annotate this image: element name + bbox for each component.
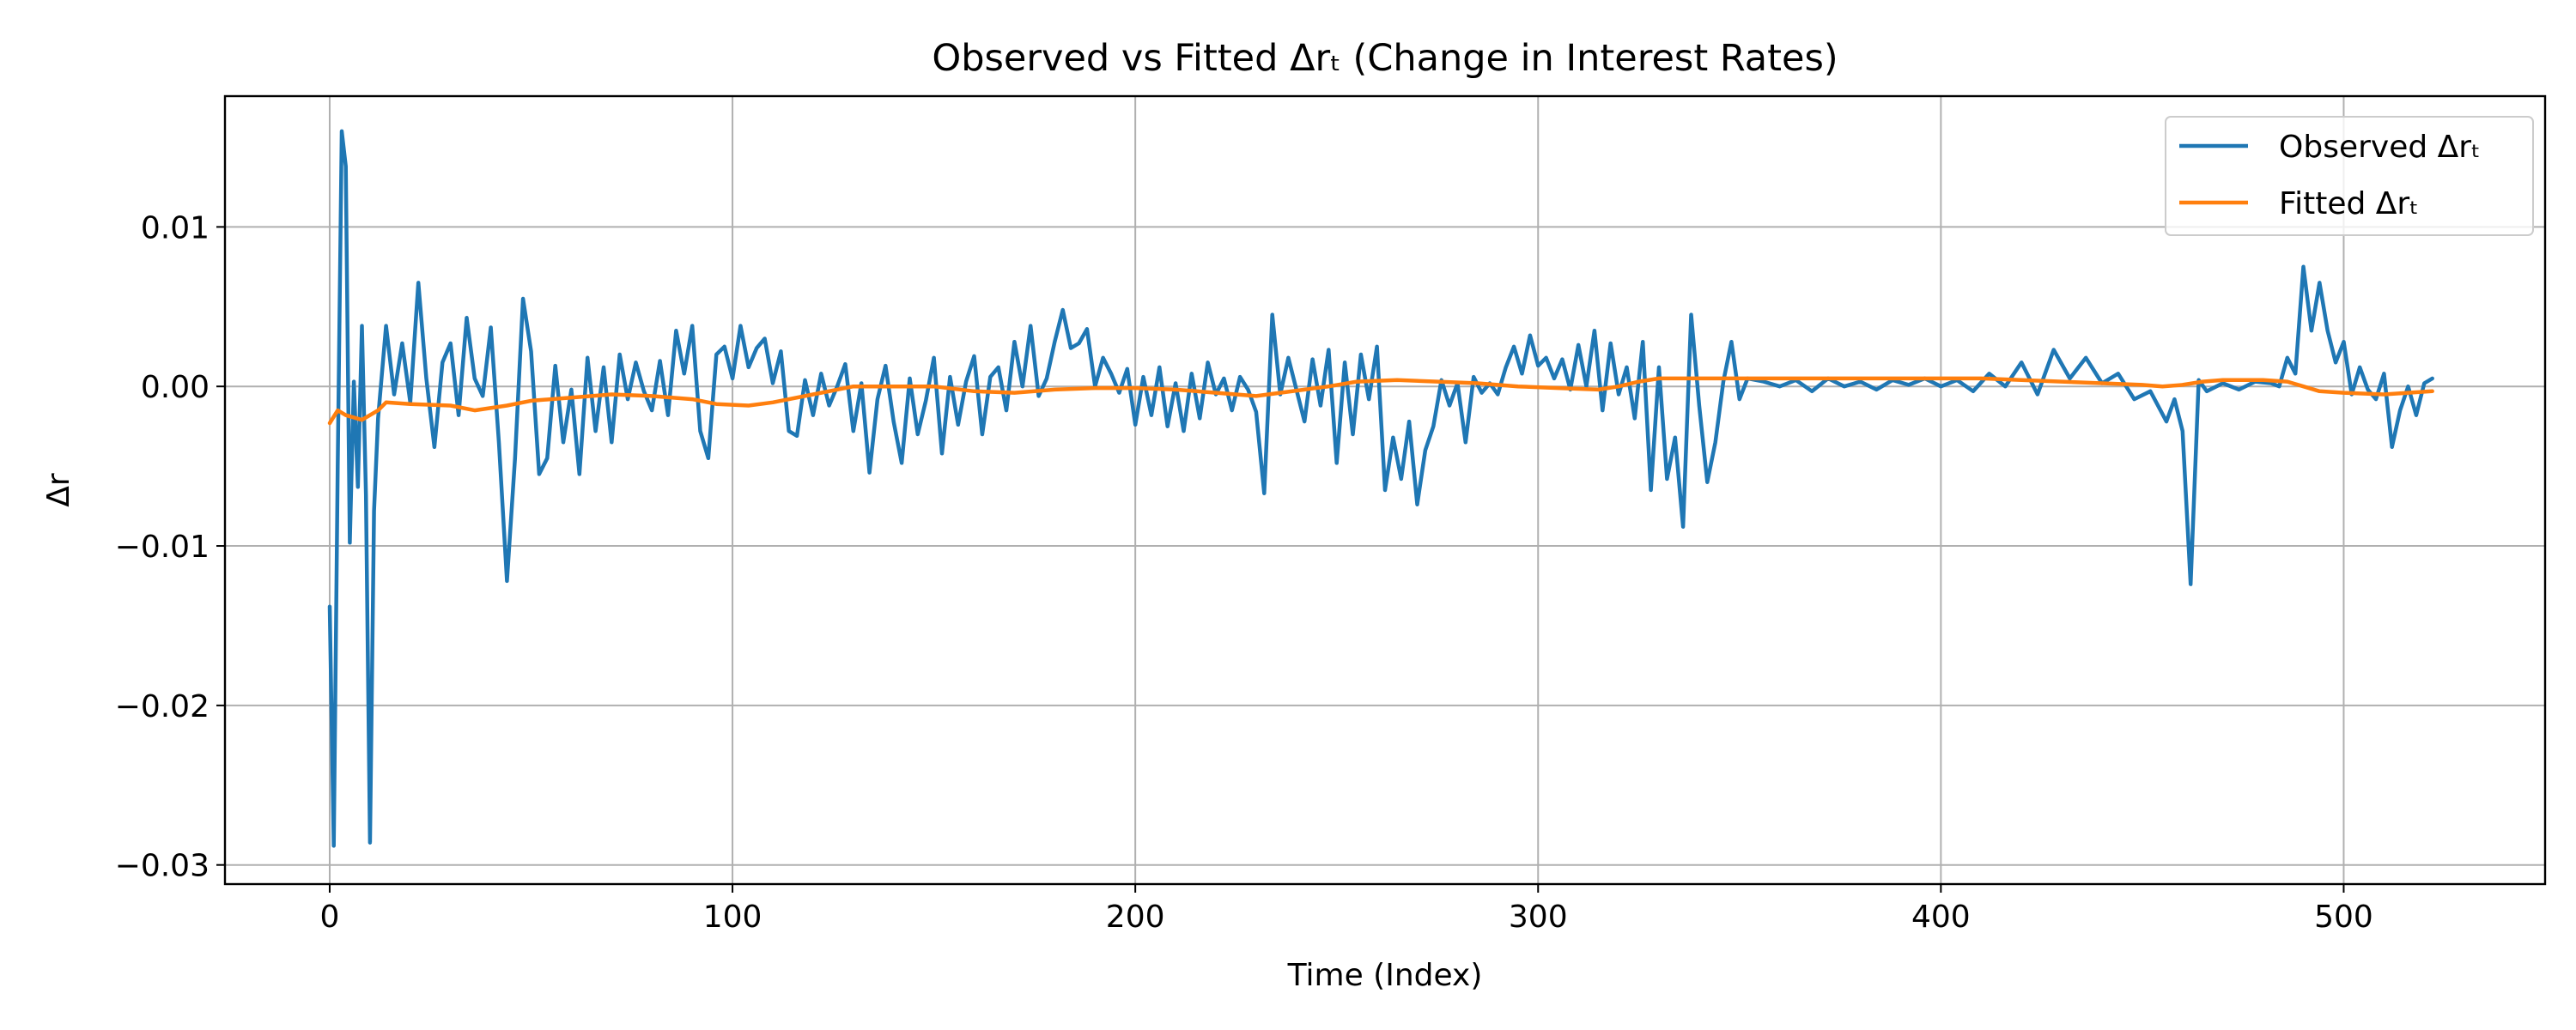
chart-title: Observed vs Fitted Δrₜ (Change in Intere… [932,37,1838,80]
y-tick-label: 0.00 [141,370,210,405]
legend-label-fitted: Fitted Δrₜ [2279,186,2419,221]
x-axis-label: Time (Index) [1287,958,1483,993]
legend: Observed Δrₜ Fitted Δrₜ [2165,116,2534,236]
series-layer [327,129,2434,848]
y-tick-label: 0.01 [141,210,210,245]
x-tick-label: 500 [2314,900,2373,935]
axes: 0 100 200 300 400 500 −0.03 −0.02 −0.01 0.00 0.01 [115,210,2373,935]
x-tick-label: 0 [320,900,340,935]
y-axis-label: Δr [41,473,76,507]
y-tick-label: −0.03 [115,849,210,884]
x-tick-label: 400 [1911,900,1971,935]
x-tick-label: 300 [1509,900,1568,935]
x-tick-label: 200 [1106,900,1165,935]
legend-label-observed: Observed Δrₜ [2279,130,2481,165]
y-tick-label: −0.02 [115,689,210,724]
legend-box [2165,116,2534,236]
y-tick-label: −0.01 [115,530,210,565]
x-tick-label: 100 [703,900,762,935]
series-line-fitted [327,376,2434,426]
plot-area-frame [223,94,2547,886]
